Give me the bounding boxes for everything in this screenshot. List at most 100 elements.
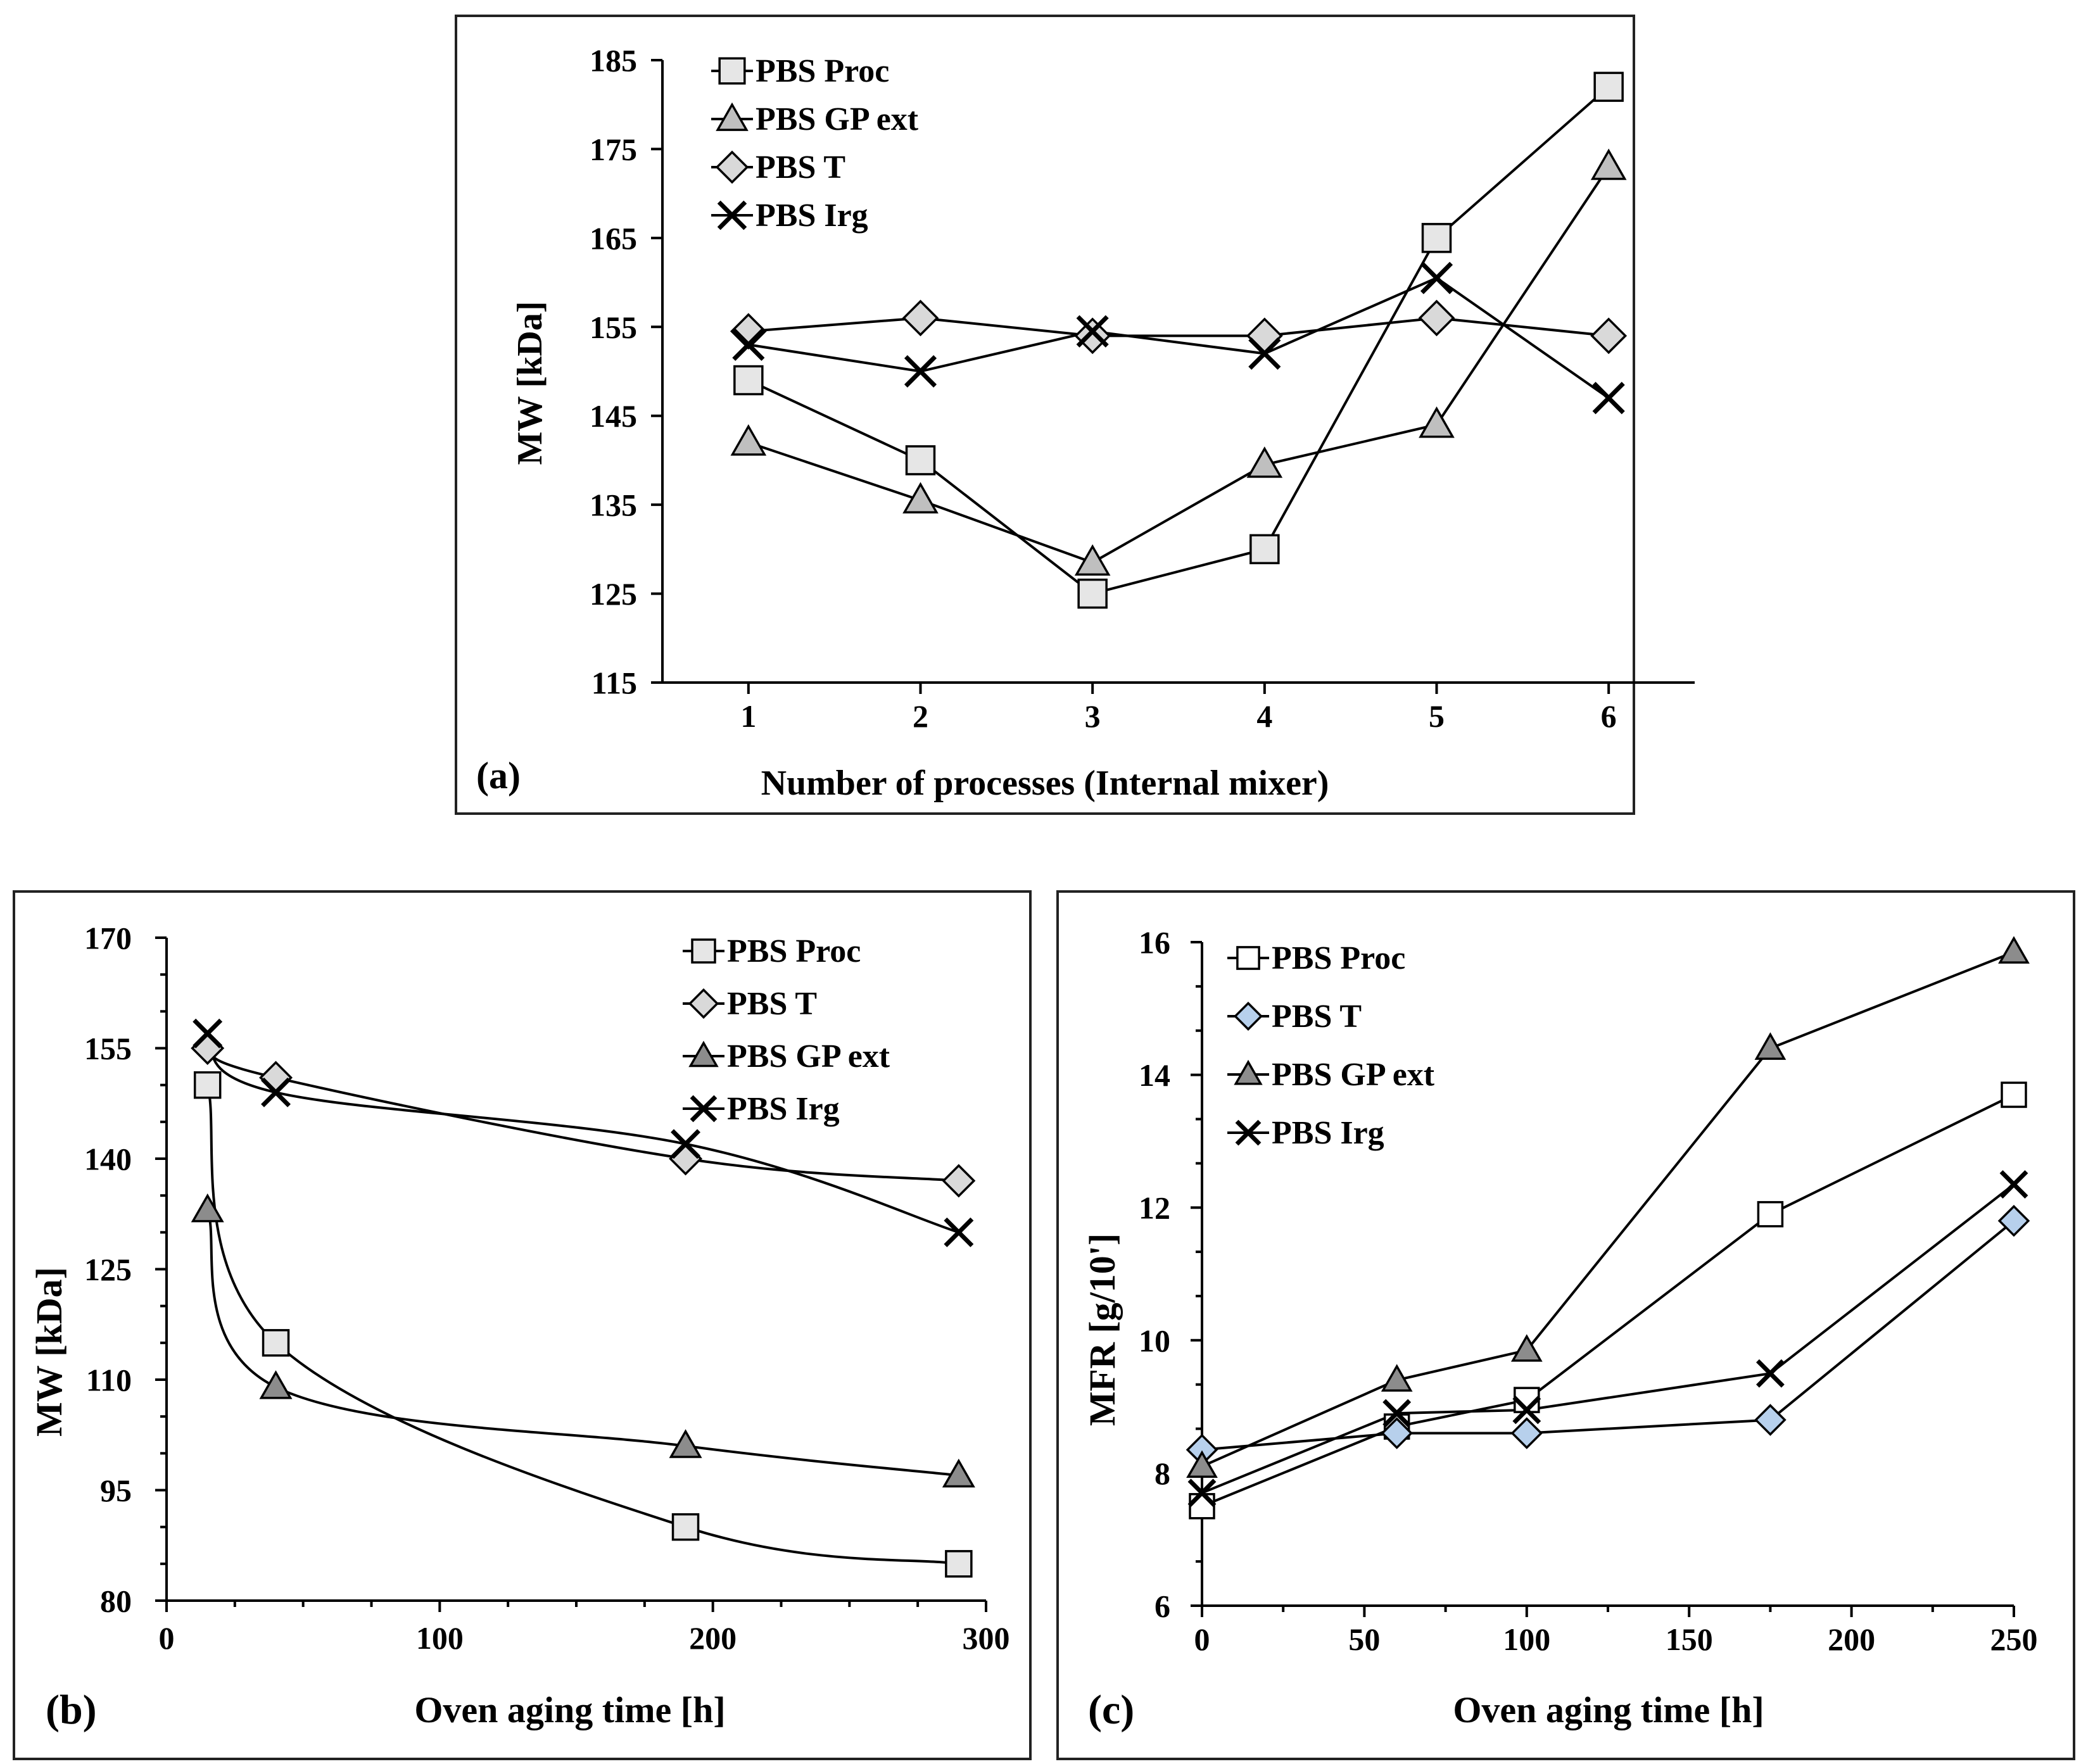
panel-b-x-axis-label: Oven aging time [h] — [414, 1689, 725, 1730]
panel-a-point-pbs-gp-ext — [1590, 148, 1627, 180]
panel-a-point-pbs-gp-ext — [1419, 406, 1455, 438]
panel-a-point-pbs-proc — [1593, 72, 1624, 102]
panel-c-x-axis-label: Oven aging time [h] — [1453, 1689, 1764, 1730]
panel-c-x-tick-label: 100 — [1503, 1622, 1550, 1657]
panel-b-point-pbs-irg — [944, 1217, 974, 1247]
panel-a-point-pbs-gp-ext — [1246, 446, 1283, 478]
panel-c-x-tick-label: 50 — [1348, 1622, 1380, 1657]
panel-b-x-tick-label: 0 — [159, 1620, 175, 1656]
panel-c-point-pbs-gp-ext — [1381, 1364, 1413, 1392]
panel-a-point-pbs-proc — [1421, 223, 1452, 253]
panel-a-x-tick-label: 4 — [1256, 698, 1272, 734]
panel-c-x-tick-label: 0 — [1194, 1622, 1210, 1657]
panel-c-y-tick-label: 6 — [1154, 1589, 1170, 1624]
panel-a-point-pbs-irg — [1248, 337, 1281, 370]
panel-c-legend-label-pbs-gp-ext: PBS GP ext — [1272, 1057, 1435, 1093]
panel-b-line-pbs-gp-ext — [206, 1209, 959, 1477]
panel-c-point-pbs-gp-ext — [1998, 936, 2030, 964]
panel-c-x-tick-label: 150 — [1666, 1622, 1713, 1657]
panel-b-point-pbs-gp-ext — [259, 1370, 293, 1399]
panel-b-legend-label-pbs-t: PBS T — [727, 986, 817, 1022]
panel-a-x-axis-label: Number of processes (Internal mixer) — [761, 764, 1329, 803]
panel-b-y-tick-label: 170 — [84, 921, 132, 956]
panel-a-x-tick-label: 5 — [1429, 698, 1445, 734]
panel-b-label: (b) — [46, 1687, 97, 1733]
panel-a-point-pbs-proc — [905, 445, 936, 476]
panel-b-legend-label-pbs-irg: PBS Irg — [727, 1091, 840, 1127]
panel-c-line-pbs-t — [1201, 1219, 2015, 1451]
panel-a-label: (a) — [476, 755, 521, 797]
panel-c-legend-label-pbs-t: PBS T — [1272, 999, 1362, 1035]
panel-a-legend-label-pbs-gp-ext: PBS GP ext — [756, 101, 919, 137]
panel-c-lines — [1201, 950, 2015, 1508]
panel-c-y-tick-label: 8 — [1154, 1456, 1170, 1491]
panel-c-legend-label-pbs-proc: PBS Proc — [1272, 940, 1405, 976]
panel-a-lines — [747, 85, 1610, 595]
panel-c-y-axis-label: MFR [g/10'] — [1082, 1233, 1123, 1426]
panel-c-point-pbs-t — [1510, 1417, 1543, 1449]
panel-b-point-pbs-t — [942, 1164, 976, 1198]
panel-c-y-tick-label: 16 — [1139, 925, 1170, 961]
panel-a-legend-marker-pbs-t — [715, 150, 749, 184]
panel-a-point-pbs-irg — [904, 355, 937, 388]
panel-c-point-pbs-irg — [1755, 1359, 1785, 1388]
panel-a-point-pbs-gp-ext — [1074, 544, 1111, 576]
panel-b-point-pbs-proc — [671, 1513, 700, 1541]
panel-b-point-pbs-t — [259, 1061, 293, 1095]
panel-b-legend-marker-pbs-t — [688, 988, 719, 1019]
panel-b-x-tick-label: 100 — [416, 1620, 464, 1656]
panel-a-y-tick-label: 175 — [590, 132, 637, 167]
panel-a-legend-label-pbs-irg: PBS Irg — [756, 198, 868, 234]
panel-c-point-pbs-gp-ext — [1510, 1334, 1543, 1362]
panel-b-x-tick-label: 300 — [963, 1620, 1010, 1656]
panel-c-point-pbs-irg — [1999, 1170, 2028, 1199]
panel-a-legend-marker-pbs-proc — [718, 57, 746, 85]
panel-c-point-pbs-proc — [1757, 1200, 1784, 1228]
panel-b-point-pbs-proc — [262, 1329, 290, 1357]
panel-b-y-tick-label: 155 — [84, 1031, 132, 1066]
panel-b-line-pbs-t — [206, 1047, 959, 1182]
panel-a-x-tick-label: 3 — [1085, 698, 1101, 734]
panel-a-legend-marker-pbs-gp-ext — [716, 102, 749, 131]
panel-b-legend-marker-pbs-irg — [690, 1095, 718, 1123]
panel-a-point-pbs-t — [1074, 317, 1111, 355]
panel-b-line-pbs-irg — [206, 1032, 959, 1234]
panel-a-point-pbs-t — [902, 299, 939, 337]
panel-c-legend-label-pbs-irg: PBS Irg — [1272, 1115, 1384, 1151]
panel-b-legend-label-pbs-gp-ext: PBS GP ext — [727, 1038, 890, 1074]
panel-a-point-pbs-t — [1418, 299, 1455, 337]
panel-c-point-pbs-irg — [1382, 1399, 1412, 1428]
panel-a-y-tick-label: 155 — [590, 310, 637, 345]
panel-a-y-tick-label: 125 — [590, 576, 637, 612]
panel-a-y-tick-label: 135 — [590, 488, 637, 523]
panel-a-legend-label-pbs-t: PBS T — [756, 149, 845, 186]
panel-b-point-pbs-t — [669, 1142, 703, 1176]
panel-a-y-tick-label: 115 — [591, 665, 637, 701]
panel-a-point-pbs-t — [730, 313, 767, 350]
panel-b-y-tick-label: 95 — [100, 1473, 132, 1508]
panel-b-point-pbs-proc — [945, 1550, 973, 1578]
panel-c-frame — [1056, 890, 2075, 1760]
panel-c-point-pbs-t — [1754, 1404, 1787, 1436]
panel-c-y-tick-label: 10 — [1139, 1323, 1170, 1358]
panel-c-point-pbs-t — [1997, 1204, 2030, 1237]
panel-a-y-tick-label: 145 — [590, 398, 637, 434]
panel-c-point-pbs-gp-ext — [1754, 1032, 1787, 1060]
panel-c-markers — [1186, 936, 2030, 1520]
panel-a-x-tick-label: 2 — [913, 698, 928, 734]
panel-b-y-tick-label: 110 — [86, 1363, 132, 1398]
panel-b-point-pbs-irg — [261, 1077, 291, 1107]
panel-a-legend: PBS Proc PBS GP ext PBS T PBS Irg — [711, 53, 919, 234]
panel-c-point-pbs-t — [1381, 1417, 1413, 1449]
panel-a-y-tick-label: 185 — [590, 43, 637, 79]
panel-a-point-pbs-proc — [733, 365, 764, 396]
panel-c-x-tick-label: 250 — [1990, 1622, 2038, 1657]
panel-c-y-tick-label: 12 — [1139, 1190, 1170, 1226]
panel-b-y-tick-label: 80 — [100, 1584, 132, 1619]
panel-b-y-axis-label: MW [kDa] — [28, 1267, 70, 1437]
panel-a-axes: 115 125 135 145 155 165 175 185 1 2 3 4 5 6 — [590, 43, 1695, 734]
panel-a-point-pbs-gp-ext — [902, 482, 939, 513]
